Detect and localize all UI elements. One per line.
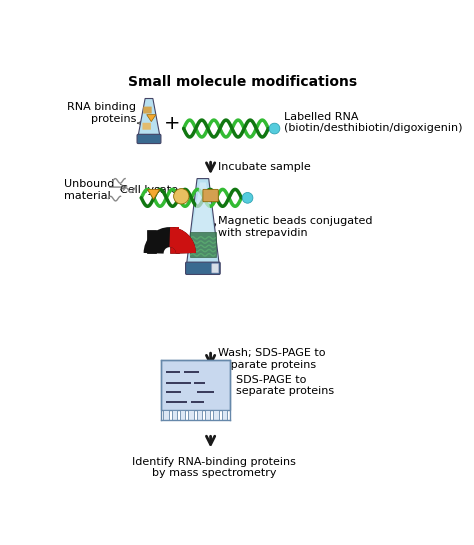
Polygon shape [138,99,160,136]
Text: RNA binding
proteins: RNA binding proteins [67,102,136,124]
Text: Magnetic beads conjugated
with strepavidin: Magnetic beads conjugated with strepavid… [219,216,373,238]
Text: Cell lysate: Cell lysate [120,185,178,195]
Text: Labelled RNA
(biotin/desthibiotin/digoxigenin): Labelled RNA (biotin/desthibiotin/digoxi… [284,112,462,133]
Text: SDS-PAGE to
separate proteins: SDS-PAGE to separate proteins [236,374,334,396]
Bar [146,230,156,253]
Bar [170,227,179,230]
FancyBboxPatch shape [137,134,161,143]
Bar [190,233,216,257]
Bar [197,410,202,420]
Bar [172,410,177,420]
Text: Incubate sample: Incubate sample [219,162,311,172]
Bar [170,230,179,253]
Bar [191,401,204,403]
Polygon shape [187,179,219,263]
Text: Unbound
material: Unbound material [64,179,115,201]
Polygon shape [146,114,156,122]
Bar [213,410,219,420]
Bar [164,410,169,420]
Text: Wash; SDS-PAGE to
separate proteins: Wash; SDS-PAGE to separate proteins [219,348,326,370]
Bar [205,410,210,420]
Bar [161,360,230,410]
Bar [166,401,188,403]
Bar [197,391,214,393]
Circle shape [269,123,280,134]
Bar [188,410,194,420]
FancyBboxPatch shape [203,189,219,202]
Bar [166,372,180,373]
FancyBboxPatch shape [212,264,219,273]
FancyBboxPatch shape [143,123,151,130]
Circle shape [173,189,189,204]
Text: Small molecule modifications: Small molecule modifications [128,75,357,89]
Text: Identify RNA-binding proteins
by mass spectrometry: Identify RNA-binding proteins by mass sp… [133,457,296,478]
FancyBboxPatch shape [143,107,152,113]
Bar [221,410,227,420]
Bar [180,410,185,420]
Bar [166,382,191,384]
FancyBboxPatch shape [185,262,220,275]
Bar [194,382,205,384]
Polygon shape [147,189,160,199]
Bar [166,391,182,393]
Bar [183,372,199,373]
Text: +: + [164,114,180,132]
Polygon shape [191,183,214,233]
Circle shape [242,192,253,203]
